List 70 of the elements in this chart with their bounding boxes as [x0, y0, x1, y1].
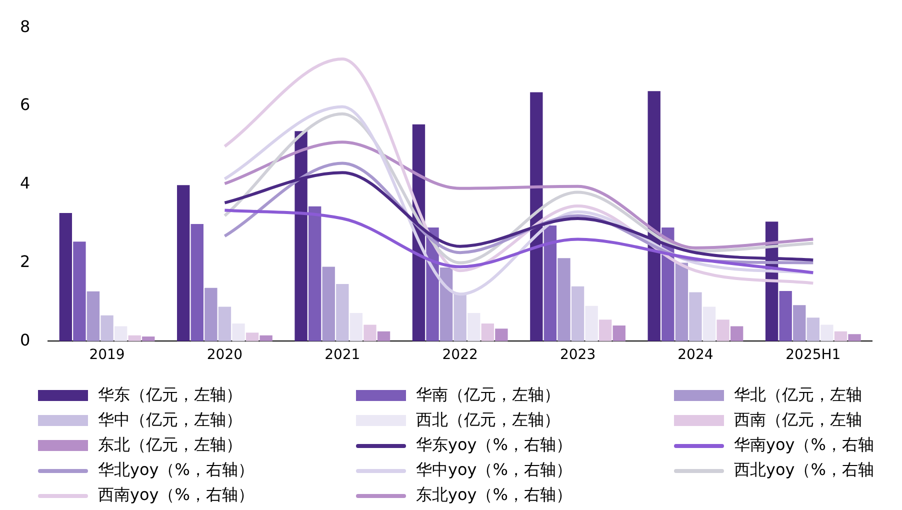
legend-label: 华中yoy（%，右轴） [416, 460, 572, 481]
legend-label: 东北（亿元，左轴） [98, 435, 242, 456]
bar [59, 213, 72, 342]
bar [495, 328, 508, 342]
bar [585, 306, 598, 342]
bar [204, 288, 218, 342]
bar [128, 335, 141, 342]
bar [834, 331, 848, 342]
legend-label: 华东yoy（%，右轴） [416, 435, 572, 456]
bar [612, 326, 626, 342]
bar [190, 224, 204, 342]
x-tick-label: 2021 [324, 347, 360, 364]
legend-label: 西北（亿元，左轴） [416, 410, 560, 431]
bar [322, 266, 335, 342]
line-series [223, 140, 815, 250]
bar [820, 324, 834, 342]
legend-label: 华中（亿元，左轴） [98, 410, 242, 431]
bar [468, 312, 480, 342]
bar [73, 242, 86, 342]
x-tick-label: 2020 [206, 347, 243, 364]
bar [730, 326, 744, 342]
legend-label: 东北yoy（%，右轴） [416, 485, 572, 506]
bar [142, 336, 155, 342]
bar [599, 320, 612, 342]
bar [702, 306, 716, 342]
bar [114, 326, 128, 342]
y-tick-label: 8 [20, 16, 30, 36]
bar [100, 315, 114, 342]
bar [793, 305, 806, 342]
bar [806, 318, 820, 342]
bar [177, 185, 190, 342]
x-tick-label: 2025H1 [786, 347, 841, 364]
bar [218, 306, 232, 342]
bar [232, 324, 245, 342]
y-tick-label: 2 [20, 252, 30, 271]
y-tick-label: 6 [20, 95, 30, 114]
bar [260, 335, 272, 342]
bar [246, 332, 259, 342]
bar [86, 291, 100, 342]
legend-label: 华南（亿元，左轴） [416, 385, 560, 406]
bar [571, 286, 584, 342]
y-tick-label: 4 [20, 174, 30, 193]
x-tick-label: 2022 [442, 347, 478, 364]
bar [689, 292, 702, 342]
legend-label: 西南（亿元，左轴 [734, 410, 862, 431]
x-tick-label: 2023 [560, 347, 596, 364]
bar [716, 320, 730, 342]
x-tick-label: 2019 [89, 347, 125, 364]
bar [675, 262, 688, 342]
bar [481, 324, 494, 342]
bar [377, 331, 390, 342]
legend-label: 西南yoy（%，右轴） [98, 485, 254, 506]
bar [544, 226, 557, 342]
bar [454, 293, 466, 342]
bar [779, 291, 792, 342]
bar [440, 268, 453, 342]
legend-label: 华北yoy（%，右轴） [98, 460, 254, 481]
legend-label: 华北（亿元，左轴 [734, 385, 862, 406]
bar [350, 312, 363, 342]
legend-label: 华东（亿元，左轴） [98, 385, 242, 406]
x-tick-label: 2024 [678, 347, 714, 364]
bar [848, 334, 861, 342]
legend-label: 华南yoy（%，右轴 [734, 435, 874, 456]
bar [364, 324, 376, 342]
bar [308, 206, 322, 342]
line-series [223, 208, 815, 274]
bar [558, 258, 570, 342]
y-tick-label: 0 [20, 330, 30, 350]
bar [336, 284, 349, 342]
legend-label: 西北yoy（%，右轴 [734, 460, 874, 481]
